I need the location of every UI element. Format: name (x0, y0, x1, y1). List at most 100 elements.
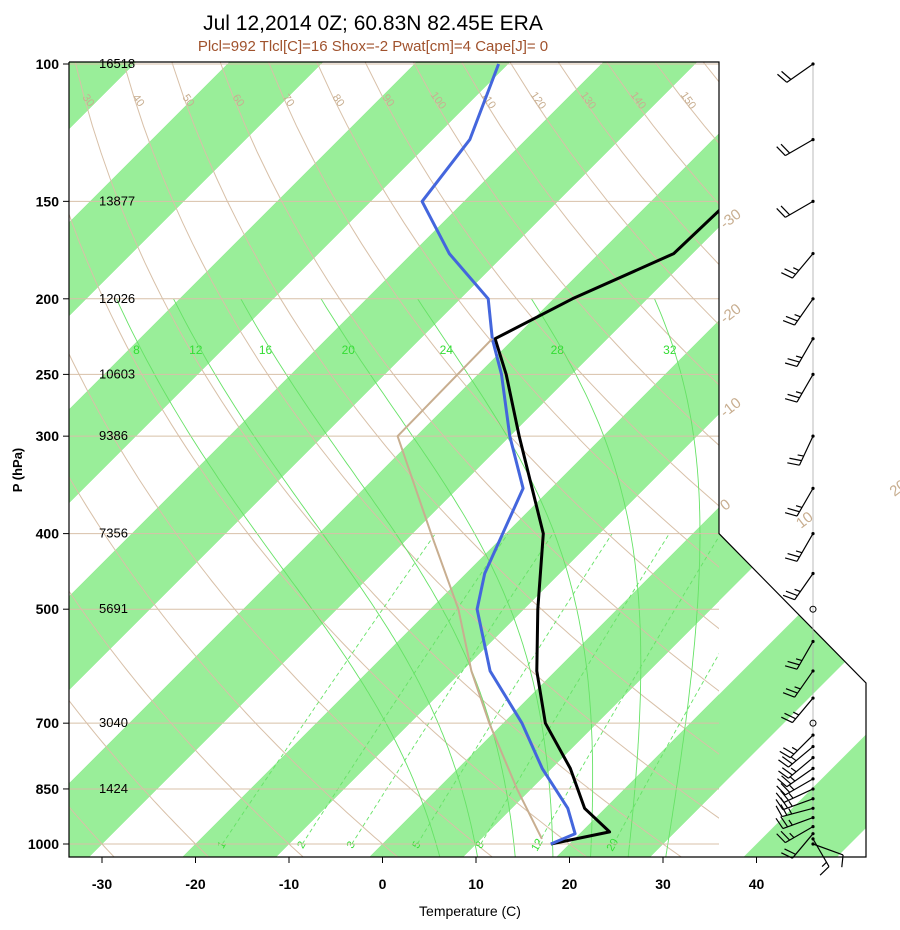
barb-half-feather (788, 793, 794, 799)
isotherm-line (69, 62, 698, 691)
barb-feather (782, 594, 795, 601)
barb-feather (785, 688, 798, 694)
height-label: 7356 (99, 526, 128, 541)
barb-feather (778, 770, 789, 779)
barb-feather (780, 816, 789, 828)
dry-adiabat-label: 60 (230, 92, 247, 109)
barb-half-feather (789, 776, 796, 782)
barb-half-feather (793, 711, 800, 716)
barb-half-feather (788, 819, 793, 826)
barb-feather (780, 783, 791, 793)
barb-feather (776, 208, 786, 218)
barb-feather (785, 315, 798, 322)
dry-adiabat-label: 90 (380, 92, 397, 109)
barb-staff (794, 298, 814, 326)
calm-circle (809, 719, 817, 727)
barb-staff (789, 734, 814, 759)
isotherm-lines (69, 62, 719, 857)
mixing-ratio-line (221, 533, 436, 845)
isotherm-line (275, 413, 719, 857)
barb-staff (796, 338, 814, 367)
y-tick-label: 150 (36, 193, 60, 209)
barb-staff (791, 253, 814, 279)
x-tick-label: 30 (655, 876, 671, 892)
wind-barb (777, 62, 815, 83)
dry-adiabat-label: 50 (180, 92, 197, 109)
barb-half-feather (794, 686, 801, 690)
barb-feather (780, 205, 791, 216)
barb-feather (782, 320, 795, 326)
barb-feather (777, 778, 788, 788)
wind-barb (781, 696, 815, 724)
isotherm-line (182, 320, 719, 857)
barb-feather (784, 557, 798, 562)
isotherm-label: 10 (793, 509, 817, 533)
dry-adiabat (69, 590, 304, 857)
wind-barbs (775, 62, 844, 876)
barb-half-feather (795, 391, 803, 395)
isotherm-band (719, 533, 866, 857)
height-label: 5691 (99, 601, 128, 616)
barb-staff (812, 843, 844, 856)
x-tick-label: -20 (185, 876, 205, 892)
wind-barb (776, 777, 815, 796)
plot-frame (68, 61, 867, 858)
x-axis-label: Temperature (C) (419, 903, 521, 919)
wind-barb (784, 372, 815, 403)
barb-feather (784, 268, 796, 275)
barb-feather (781, 775, 792, 785)
x-tick-label: 10 (468, 876, 484, 892)
barb-staff (812, 838, 830, 867)
wind-barb (784, 532, 815, 562)
barb-feather (781, 767, 793, 776)
barb-half-feather (790, 756, 797, 762)
barb-staff (791, 833, 814, 859)
height-label: 12026 (99, 291, 135, 306)
barb-feather (781, 852, 793, 859)
y-tick-label: 1000 (28, 836, 59, 852)
wind-barb (781, 832, 815, 859)
barb-staff (796, 374, 814, 403)
barb-half-feather (794, 314, 801, 318)
isotherm-band (69, 133, 719, 857)
dry-adiabat (0, 28, 23, 860)
wind-barb (784, 337, 815, 367)
dry-adiabat (69, 699, 210, 857)
mixing-ratio-label: 1 (215, 839, 228, 850)
isotherm-line (69, 62, 417, 410)
y-tick-label: 850 (36, 781, 60, 797)
y-tick-label: 400 (36, 526, 60, 542)
barb-half-feather (795, 355, 803, 359)
isotherm-label: -30 (717, 206, 745, 233)
barb-half-feather (795, 658, 803, 662)
barb-half-feather (790, 767, 797, 773)
moist-adiabat (654, 298, 701, 857)
isotherm-line (69, 62, 604, 597)
barb-staff (786, 63, 814, 83)
barb-feather (781, 272, 793, 279)
barb-feather (784, 848, 796, 855)
wind-barb (776, 137, 815, 157)
moist-adiabat-label: 24 (440, 343, 454, 357)
barb-feather (778, 759, 789, 768)
barb-feather (789, 457, 802, 462)
barb-half-feather (795, 505, 803, 509)
y-axis-label: P (hPa) (10, 448, 25, 493)
y-tick-label: 200 (36, 291, 60, 307)
barb-feather (776, 785, 786, 796)
dry-adiabat (69, 476, 399, 857)
x-tick-label: -10 (279, 876, 299, 892)
barb-half-feather (789, 784, 795, 791)
isotherm-line (69, 62, 230, 223)
barb-staff (791, 697, 814, 723)
wind-barb (775, 815, 815, 830)
barb-feather (777, 73, 788, 83)
barb-feather (785, 590, 798, 597)
dry-adiabat-label: 40 (130, 92, 147, 109)
y-tick-label: 500 (36, 601, 60, 617)
barb-feather (841, 854, 844, 868)
y-tick-label: 300 (36, 428, 60, 444)
barb-feather (787, 507, 800, 513)
isotherm-line (369, 507, 719, 857)
dry-adiabat-label: 80 (330, 92, 347, 109)
